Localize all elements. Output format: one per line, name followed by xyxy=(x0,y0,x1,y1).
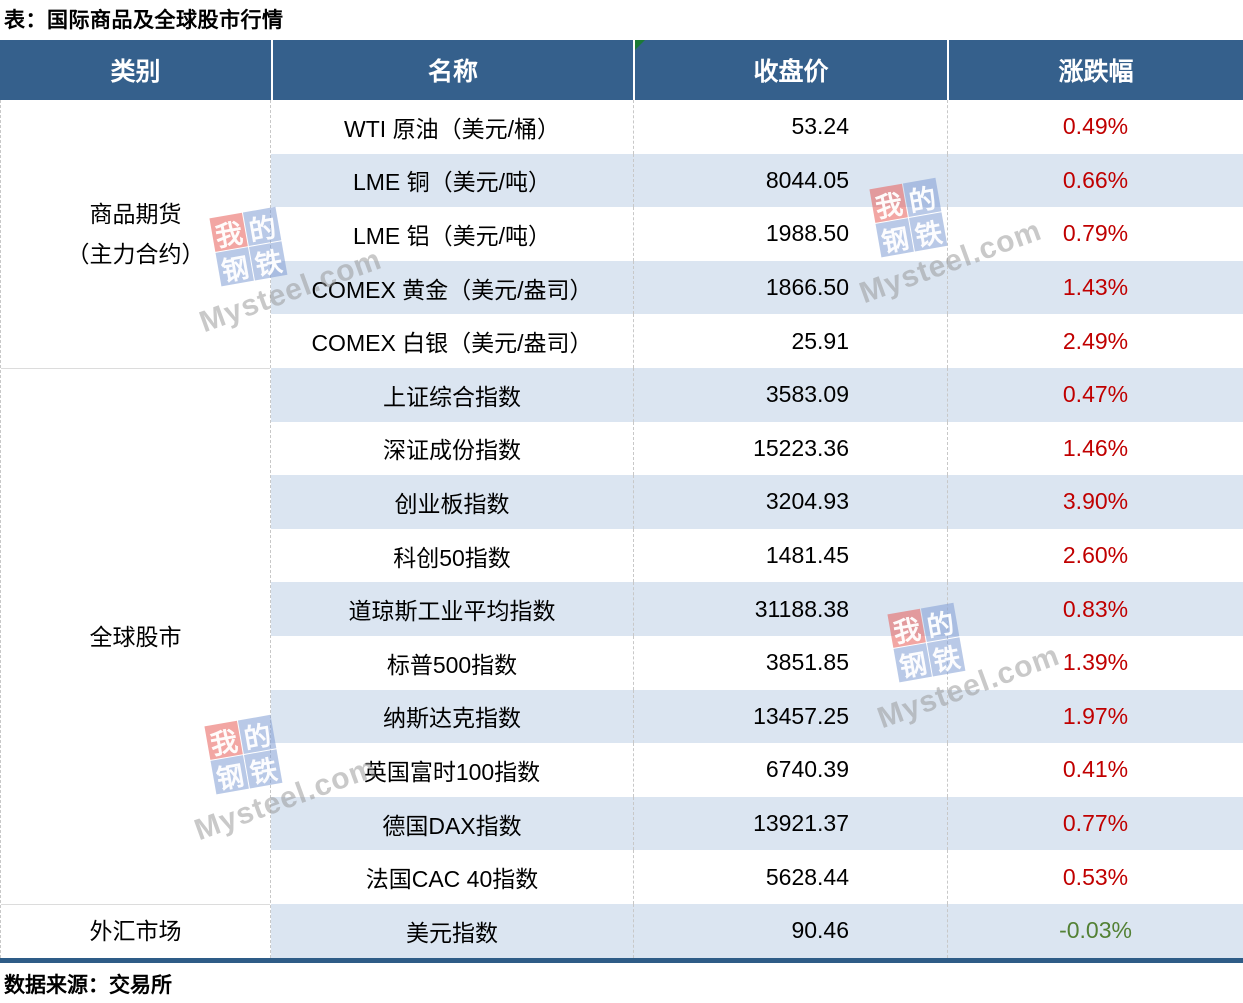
change-percent-value: 0.83% xyxy=(947,582,1243,636)
instrument-name: 德国DAX指数 xyxy=(382,812,522,839)
table-row: 英国富时100指数 6740.39 0.41% xyxy=(271,743,1243,797)
category-column: 商品期货 （主力合约） 全球股市外汇市场 xyxy=(0,100,271,958)
close-price-value: 31188.38 xyxy=(633,582,947,636)
close-price-value: 13921.37 xyxy=(633,796,947,851)
table-body: 商品期货 （主力合约） 全球股市外汇市场 WTI 原油（美元/桶） 53.24 0.… xyxy=(0,100,1243,958)
change-percent-value: -0.03% xyxy=(947,903,1243,958)
table-row: 上证综合指数 3583.09 0.47% xyxy=(271,367,1243,422)
table-row: 德国DAX指数 13921.37 0.77% xyxy=(271,796,1243,851)
close-price-value: 3583.09 xyxy=(633,367,947,422)
table-row: 法国CAC 40指数 5628.44 0.53% xyxy=(271,850,1243,904)
change-percent-value: 2.49% xyxy=(947,314,1243,368)
change-percent-value: 1.97% xyxy=(947,689,1243,744)
instrument-name: 纳斯达克指数 xyxy=(383,705,521,732)
change-percent-value: 0.66% xyxy=(947,153,1243,208)
table-row: 纳斯达克指数 13457.25 1.97% xyxy=(271,689,1243,744)
header-name: 名称 xyxy=(271,40,633,100)
change-percent-value: 0.49% xyxy=(947,100,1243,154)
change-percent-value: 2.60% xyxy=(947,528,1243,583)
table-row: COMEX 白银（美元/盎司） 25.91 2.49% xyxy=(271,314,1243,368)
instrument-name: 美元指数 xyxy=(406,919,498,946)
table-row: COMEX 黄金（美元/盎司） 1866.50 1.43% xyxy=(271,260,1243,315)
change-percent-value: 0.53% xyxy=(947,850,1243,904)
close-price-value: 15223.36 xyxy=(633,421,947,476)
close-price-value: 1866.50 xyxy=(633,260,947,315)
change-percent-value: 0.41% xyxy=(947,743,1243,797)
close-price-value: 8044.05 xyxy=(633,153,947,208)
change-percent-value: 3.90% xyxy=(947,475,1243,529)
page-title: 表：国际商品及全球股市行情 xyxy=(4,9,284,32)
category-label-line: 商品期货 xyxy=(89,201,182,227)
table-row: LME 铜（美元/吨） 8044.05 0.66% xyxy=(271,153,1243,208)
header-category: 类别 xyxy=(110,58,161,86)
instrument-name: LME 铜（美元/吨） xyxy=(352,169,552,196)
category-label-line: 全球股市 xyxy=(89,623,182,650)
instrument-name: 英国富时100指数 xyxy=(363,758,541,785)
table-row: 标普500指数 3851.85 1.39% xyxy=(271,635,1243,690)
table-row: 美元指数 90.46 -0.03% xyxy=(271,903,1243,958)
header-close-price: 收盘价 xyxy=(633,40,947,100)
change-percent-value: 1.43% xyxy=(947,260,1243,315)
instrument-name: LME 铝（美元/吨） xyxy=(352,222,552,249)
table-row: 科创50指数 1481.45 2.60% xyxy=(271,528,1243,583)
close-price-value: 3204.93 xyxy=(633,475,947,529)
table-row: 创业板指数 3204.93 3.90% xyxy=(271,475,1243,529)
change-percent-value: 1.46% xyxy=(947,421,1243,476)
data-rows-column: WTI 原油（美元/桶） 53.24 0.49% LME 铜（美元/吨） 804… xyxy=(271,100,1243,958)
close-price-value: 1481.45 xyxy=(633,528,947,583)
category-label-line: （主力合约） xyxy=(66,241,205,267)
table-row: 深证成份指数 15223.36 1.46% xyxy=(271,421,1243,476)
instrument-name: COMEX 黄金（美元/盎司） xyxy=(311,276,593,303)
instrument-name: 深证成份指数 xyxy=(383,437,521,464)
category-cell: 全球股市 xyxy=(1,368,270,904)
change-percent-value: 0.79% xyxy=(947,207,1243,261)
close-price-value: 25.91 xyxy=(633,314,947,368)
category-label-line: 外汇市场 xyxy=(89,918,182,945)
close-price-value: 90.46 xyxy=(633,903,947,958)
header-close-price-label: 收盘价 xyxy=(753,58,829,86)
table-row: 道琼斯工业平均指数 31188.38 0.83% xyxy=(271,582,1243,636)
table-header-row: 类别 名称 收盘价 涨跌幅 xyxy=(0,40,1243,100)
close-price-value: 5628.44 xyxy=(633,850,947,904)
instrument-name: 创业板指数 xyxy=(394,490,510,517)
table-row: WTI 原油（美元/桶） 53.24 0.49% xyxy=(271,100,1243,154)
close-price-value: 13457.25 xyxy=(633,689,947,744)
instrument-name: 道琼斯工业平均指数 xyxy=(348,598,556,625)
change-percent-value: 1.39% xyxy=(947,635,1243,690)
instrument-name: 科创50指数 xyxy=(393,544,511,571)
close-price-value: 6740.39 xyxy=(633,743,947,797)
instrument-name: 标普500指数 xyxy=(386,651,518,678)
close-price-value: 1988.50 xyxy=(633,207,947,261)
close-price-value: 53.24 xyxy=(633,100,947,154)
table-row: LME 铝（美元/吨） 1988.50 0.79% xyxy=(271,207,1243,261)
category-cell: 商品期货 （主力合约） xyxy=(1,100,270,368)
instrument-name: 上证综合指数 xyxy=(383,383,521,410)
source-note: 数据来源：交易所 xyxy=(4,974,172,997)
header-change: 涨跌幅 xyxy=(947,40,1243,100)
green-corner-marker-icon xyxy=(635,40,645,50)
change-percent-value: 0.47% xyxy=(947,367,1243,422)
close-price-value: 3851.85 xyxy=(633,635,947,690)
instrument-name: 法国CAC 40指数 xyxy=(365,866,539,893)
market-table: 类别 名称 收盘价 涨跌幅 商品期货 （主力合约） 全球股市外汇市场 WTI 原油（… xyxy=(0,40,1243,963)
change-percent-value: 0.77% xyxy=(947,796,1243,851)
instrument-name: COMEX 白银（美元/盎司） xyxy=(311,330,593,357)
category-cell: 外汇市场 xyxy=(1,904,270,958)
instrument-name: WTI 原油（美元/桶） xyxy=(344,115,560,142)
